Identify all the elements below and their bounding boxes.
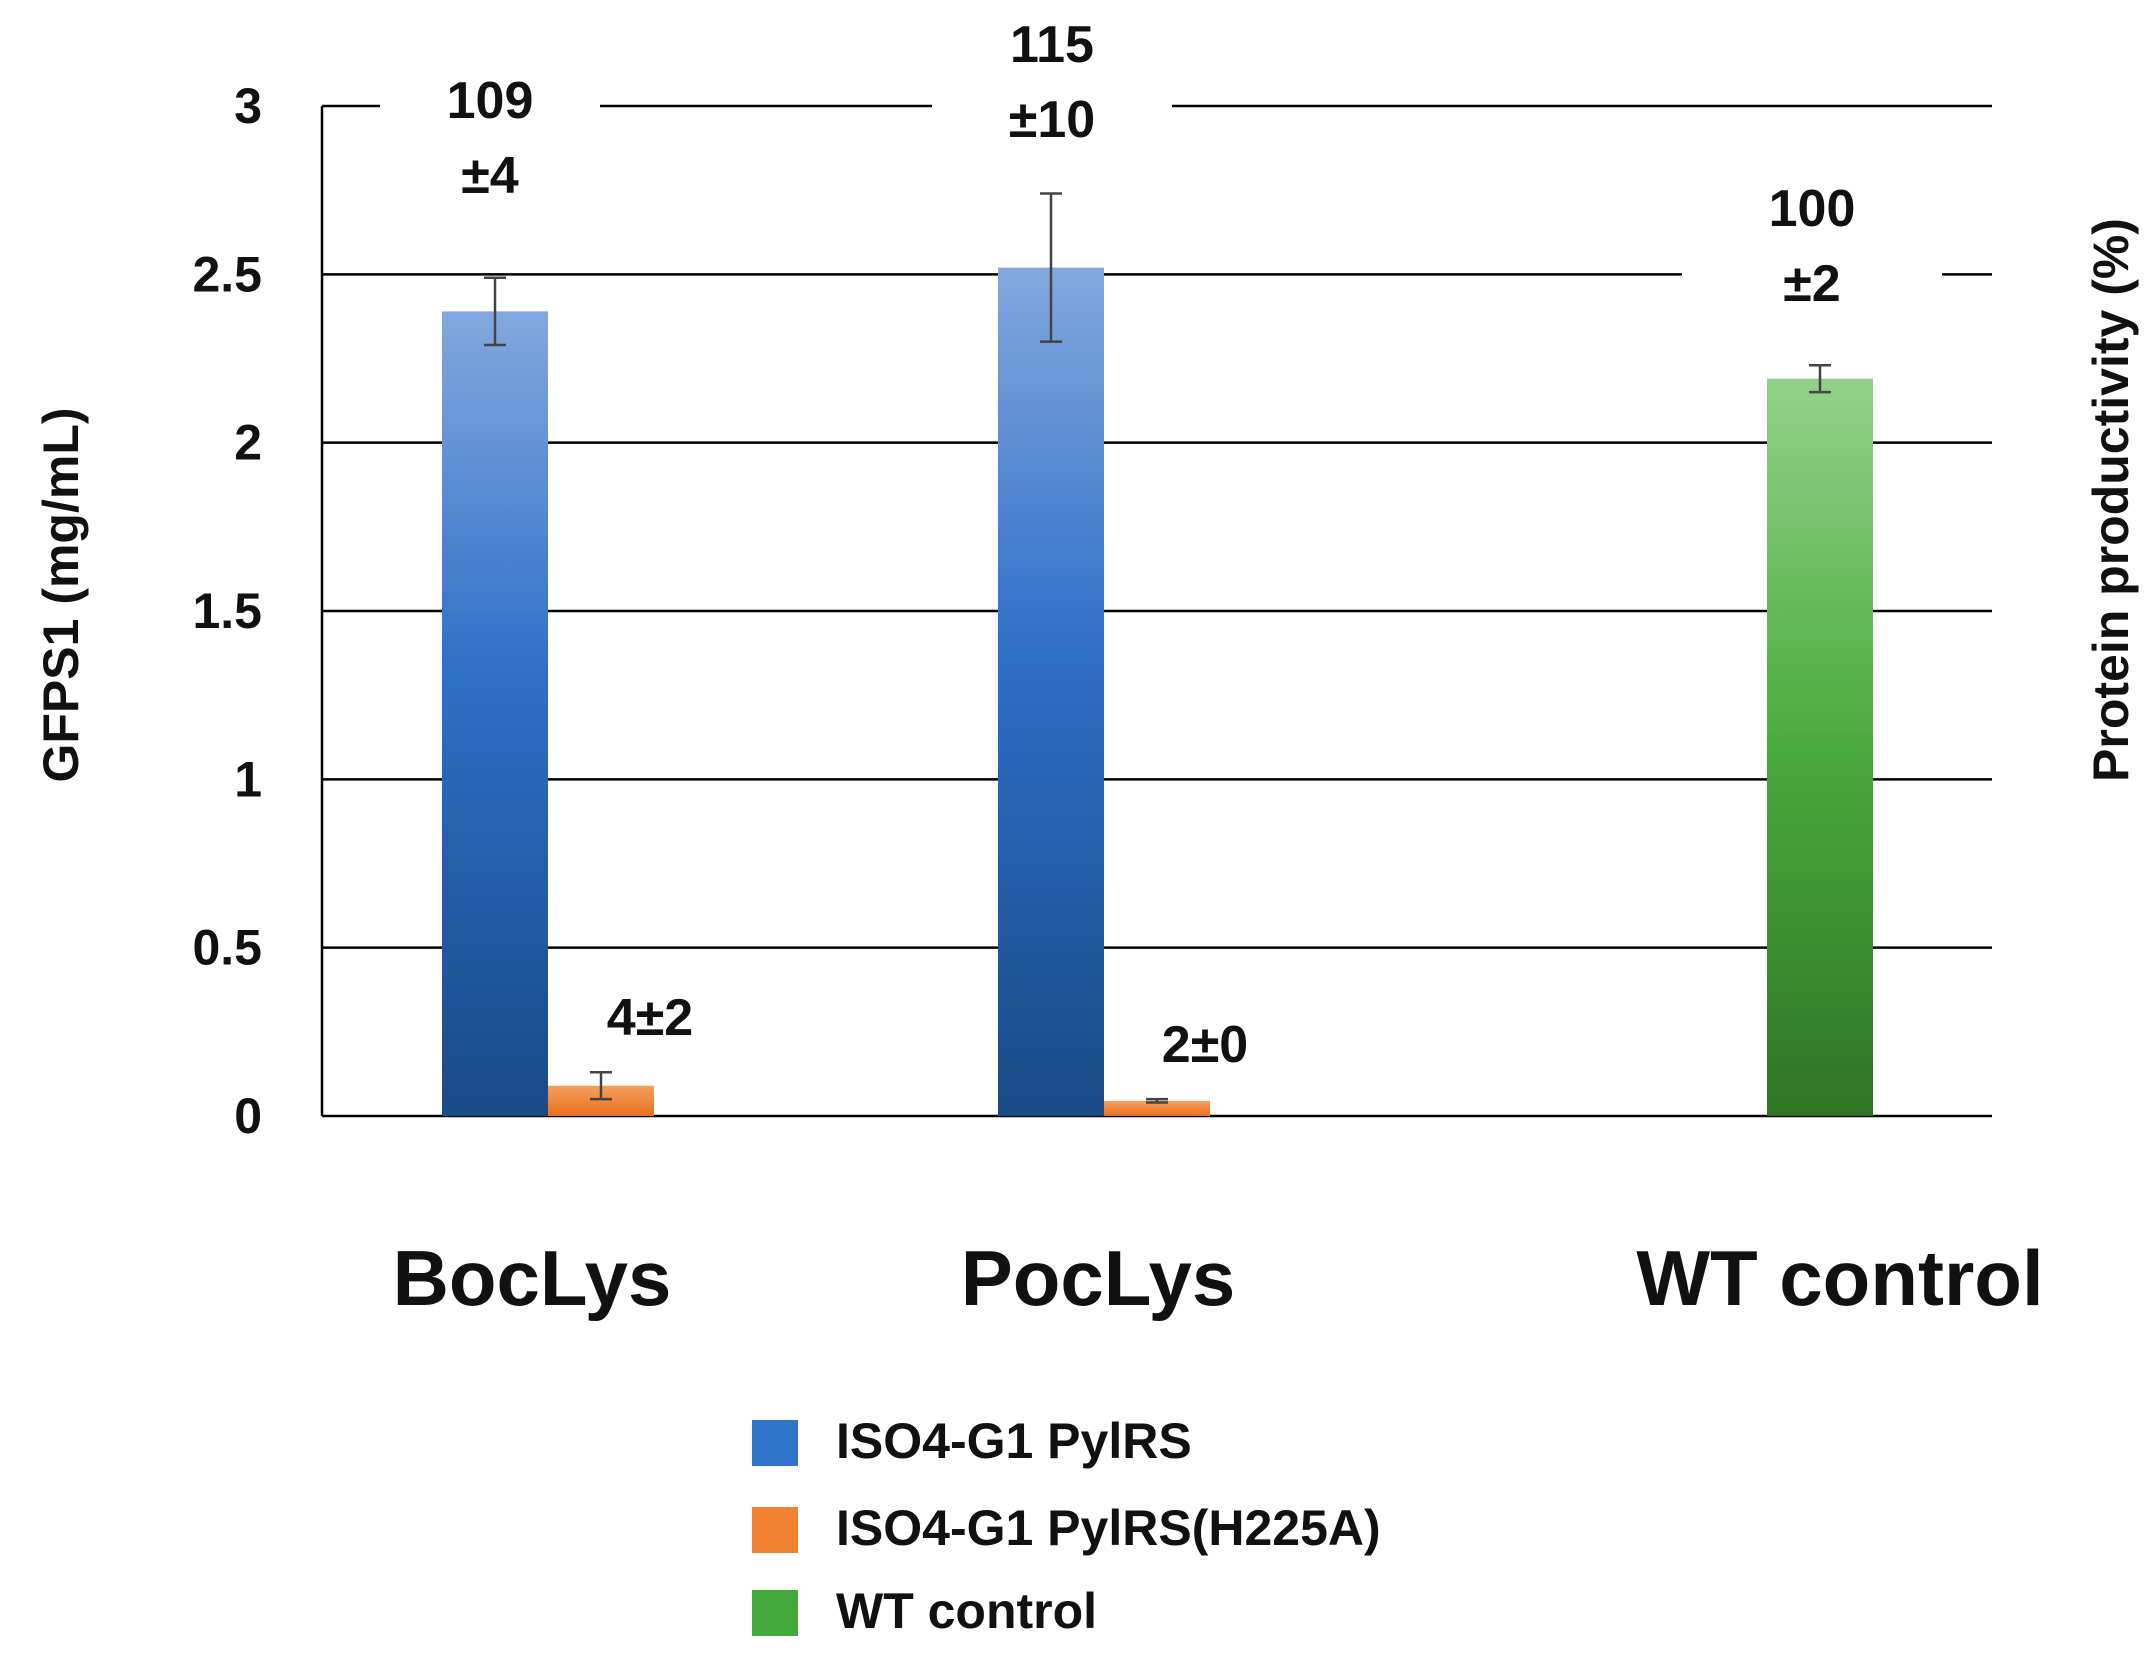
legend-label: ISO4-G1 PylRS(H225A) xyxy=(836,1500,1381,1556)
series-h225a-bar xyxy=(1104,1100,1210,1116)
y-tick-label: 1.5 xyxy=(192,583,262,639)
label-backdrop xyxy=(932,2,1172,162)
y-tick-label: 2 xyxy=(234,415,262,471)
data-label: 115 xyxy=(1010,16,1094,74)
y-tick-label: 2.5 xyxy=(192,246,262,302)
x-tick-label: PocLys xyxy=(961,1234,1236,1322)
label-backdrop xyxy=(380,58,600,218)
legend-label: ISO4-G1 PylRS xyxy=(836,1413,1192,1469)
data-label: 109 xyxy=(447,72,534,130)
data-label: 2±0 xyxy=(1162,1016,1248,1074)
data-label: ±4 xyxy=(461,147,519,205)
x-tick-label: BocLys xyxy=(393,1234,672,1322)
legend-swatch xyxy=(752,1507,798,1553)
legend-swatch xyxy=(752,1590,798,1636)
y-tick-label: 1 xyxy=(234,751,262,807)
y-tick-label: 0.5 xyxy=(192,920,262,976)
label-backdrop xyxy=(1682,166,1942,326)
series-iso4-bar xyxy=(998,267,1104,1117)
legend-label: WT control xyxy=(836,1583,1097,1639)
legend-swatch xyxy=(752,1420,798,1466)
data-label: ±2 xyxy=(1783,255,1840,313)
data-label: 4±2 xyxy=(607,989,693,1047)
data-label: 100 xyxy=(1769,180,1856,238)
y-tick-label: 0 xyxy=(234,1088,262,1144)
y-axis-label: GFPS1 (mg/mL) xyxy=(33,407,89,782)
data-label: ±10 xyxy=(1009,91,1095,149)
secondary-y-axis-label: Protein productivity (%) xyxy=(2083,218,2139,782)
series-iso4-bar xyxy=(442,311,548,1116)
x-tick-label: WT control xyxy=(1636,1234,2043,1322)
y-tick-label: 3 xyxy=(234,78,262,134)
series-wt-bar xyxy=(1767,378,1873,1116)
